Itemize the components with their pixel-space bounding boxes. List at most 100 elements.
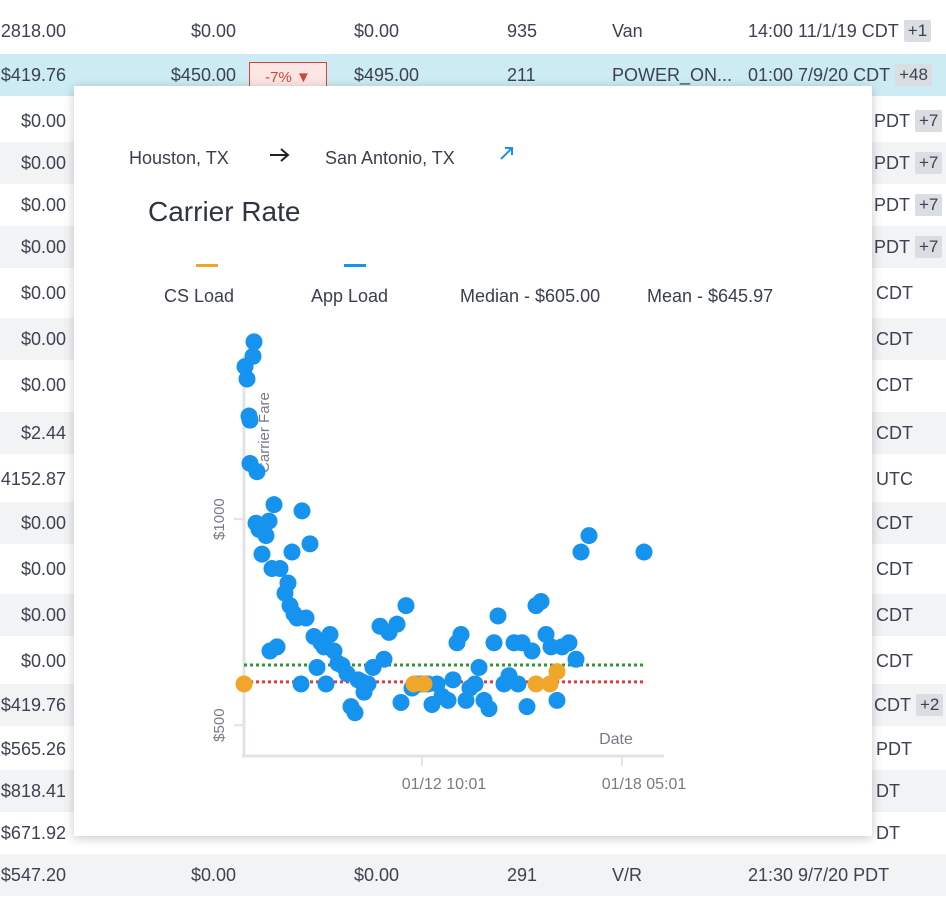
table-row[interactable]: $0.00 CDT <box>0 548 946 590</box>
y-axis-label: Carrier Fare <box>256 392 273 473</box>
app-load-point <box>315 638 333 656</box>
time-text: CDT <box>876 374 913 395</box>
fare-cell: $419.76 <box>0 64 66 85</box>
fare-cell: $0.00 <box>20 152 66 173</box>
table-row[interactable]: $0.00 CDT <box>0 272 946 314</box>
app-load-point <box>388 615 406 633</box>
app-load-point <box>560 634 578 652</box>
external-link-icon[interactable] <box>498 144 516 162</box>
y-tick-label: $1000 <box>211 498 228 540</box>
table-row[interactable]: $547.20 $0.00 $0.00 291 V/R 21:30 9/7/20 PDT <box>0 854 946 896</box>
app-load-point <box>375 650 393 668</box>
legend-app-load[interactable]: App Load <box>311 286 389 306</box>
time-cell: CDT <box>876 318 913 360</box>
time-cell: DT <box>876 812 900 854</box>
table-row[interactable]: $0.00 PDT +7 <box>0 184 946 226</box>
table-row[interactable]: 4152.87 UTC <box>0 458 946 500</box>
miles-cell: 211 <box>507 64 536 85</box>
app-load-point <box>260 512 278 530</box>
more-badge[interactable]: +2 <box>916 694 944 716</box>
fare-cell: $0.00 <box>20 374 66 395</box>
time-text: DT <box>876 822 900 843</box>
fare-cell: $0.00 <box>20 110 66 131</box>
time-text: CDT <box>876 512 913 533</box>
app-load-point <box>308 658 326 676</box>
time-text: 21:30 9/7/20 PDT <box>748 864 890 885</box>
app-load-point <box>532 593 550 611</box>
cs-load-point <box>548 663 566 681</box>
app-load-point <box>271 560 289 578</box>
equipment-cell: Van <box>612 20 643 41</box>
fare-cell: $0.00 <box>20 328 66 349</box>
time-text: CDT <box>876 604 913 625</box>
app-load-point <box>248 463 266 481</box>
fare-cell: $419.76 <box>0 694 66 715</box>
table-row[interactable]: $565.26 PDT <box>0 728 946 770</box>
cs-load-point <box>541 675 559 693</box>
table-row[interactable]: 2818.00 $0.00 $0.00 935 Van 14:00 11/1/19 CDT… <box>0 10 946 52</box>
fare-cell: $2.44 <box>20 422 66 443</box>
equipment-cell: V/R <box>612 864 643 885</box>
app-load-point <box>518 698 536 716</box>
target-cell: $495.00 <box>354 64 420 85</box>
table-row[interactable]: $0.00 CDT <box>0 640 946 682</box>
fare-cell: $565.26 <box>0 738 66 759</box>
more-badge[interactable]: +1 <box>903 20 932 42</box>
cs-load-swatch <box>196 264 218 267</box>
app-load-point <box>572 543 590 561</box>
app-load-point <box>245 333 263 351</box>
app-load-swatch <box>344 264 366 267</box>
arrow-right-icon <box>270 148 290 162</box>
table-row[interactable]: $0.00 PDT +7 <box>0 100 946 142</box>
app-load-point <box>470 658 488 676</box>
app-load-point <box>523 642 541 660</box>
app-load-point <box>301 535 319 553</box>
legend-mean: Mean - $645.97 <box>647 286 774 306</box>
rate-cell: $0.00 <box>190 20 236 41</box>
app-load-point <box>292 675 310 693</box>
time-cell: PDT +7 <box>874 184 943 226</box>
time-text: CDT <box>876 422 913 443</box>
fare-cell: $0.00 <box>20 282 66 303</box>
time-cell: CDT <box>876 502 913 544</box>
more-badge[interactable]: +48 <box>895 64 932 86</box>
time-text: PDT <box>874 194 910 215</box>
fare-cell: 2818.00 <box>0 20 66 41</box>
app-load-point <box>244 347 262 365</box>
app-load-point <box>548 691 566 709</box>
more-badge[interactable]: +7 <box>915 152 943 174</box>
time-cell: CDT <box>876 594 913 636</box>
more-badge[interactable]: +7 <box>915 236 943 258</box>
app-load-point <box>452 625 470 643</box>
time-text: CDT <box>876 282 913 303</box>
target-cell: $0.00 <box>354 20 400 41</box>
carrier-rate-popup: Houston, TX San Antonio, TX Carrier Rate… <box>74 86 872 836</box>
x-axis-label: Date <box>599 731 633 748</box>
miles-cell: 291 <box>507 864 538 885</box>
time-text: CDT <box>876 558 913 579</box>
app-load-point <box>297 609 315 627</box>
more-badge[interactable]: +7 <box>915 110 943 132</box>
more-badge[interactable]: +7 <box>915 194 943 216</box>
time-text: CDT <box>874 694 911 715</box>
cs-load-point <box>235 675 253 693</box>
table-row[interactable]: $671.92 DT <box>0 812 946 854</box>
app-load-point <box>567 650 585 668</box>
scatter-chart: $500 $1000 01/12 10:01 01/18 05:01 Carrier F… <box>211 333 686 793</box>
time-text: UTC <box>876 468 913 489</box>
app-load-point <box>580 527 598 545</box>
legend-cs-load[interactable]: CS Load <box>164 286 235 306</box>
time-cell: PDT +7 <box>874 142 943 184</box>
time-cell: 01:00 7/9/20 CDT +48 <box>748 54 932 96</box>
table-row[interactable]: $0.00 CDT <box>0 364 946 406</box>
fare-cell: $0.00 <box>20 236 66 257</box>
app-load-point <box>397 597 415 615</box>
app-load-point <box>480 700 498 718</box>
cs-load-point <box>527 675 545 693</box>
time-cell: CDT <box>876 412 913 454</box>
time-cell: UTC <box>876 458 913 500</box>
app-load-point <box>444 671 462 689</box>
fare-cell: $0.00 <box>20 604 66 625</box>
app-load-point <box>346 704 364 722</box>
app-load-point <box>257 527 275 545</box>
